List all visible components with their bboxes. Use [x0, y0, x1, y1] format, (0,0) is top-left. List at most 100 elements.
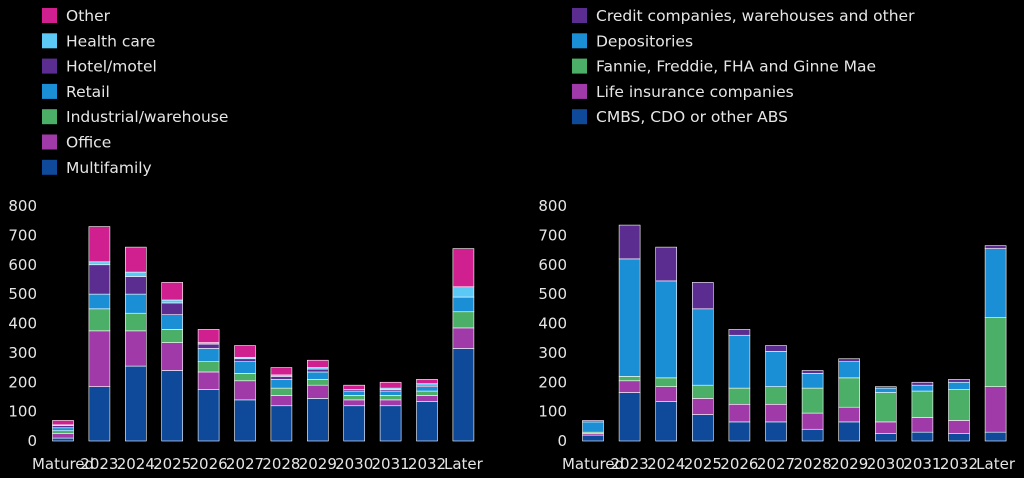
- bar-depositories-2025: [691, 308, 714, 386]
- bar-credit-companies-warehouses-and-other-2032: [948, 379, 970, 383]
- chart-left: 0 100 200 300 400 500 600 700 800 Matured20232024…: [8, 7, 483, 473]
- bar-fannie-freddie-fha-and-ginne-mae-2032: [948, 389, 970, 421]
- bar-retail-2025: [161, 314, 183, 330]
- y-tick-label: 0: [557, 432, 567, 450]
- bar-hotel-motel-2025: [161, 302, 183, 315]
- bar-other-2026: [197, 329, 220, 343]
- bar-credit-companies-warehouses-and-other-2027: [765, 345, 787, 352]
- bar-multifamily-2031: [379, 405, 402, 442]
- legend-label-cmbs-cdo-or-other-abs: CMBS, CDO or other ABS: [596, 108, 788, 126]
- bar-credit-companies-warehouses-and-other-2023: [618, 224, 641, 260]
- y-tick-label: 800: [538, 197, 567, 215]
- bar-industrial-warehouse-2026: [197, 361, 220, 373]
- bar-health-care-2024: [125, 271, 147, 277]
- bar-depositories-2027: [765, 351, 787, 387]
- y-tick-label: 400: [538, 315, 567, 333]
- legend-swatch-other: [42, 8, 57, 23]
- x-tick-label: 2025: [153, 455, 191, 473]
- bar-credit-companies-warehouses-and-other-later: [984, 245, 1007, 249]
- bar-other-2023: [88, 226, 111, 263]
- bar-retail-later: [452, 296, 475, 313]
- bar-cmbs-cdo-or-other-abs-2025: [691, 414, 714, 442]
- bar-multifamily-2032: [416, 401, 438, 442]
- x-tick-label: 2028: [262, 455, 300, 473]
- bar-industrial-warehouse-2024: [125, 312, 147, 332]
- bar-multifamily-2028: [270, 405, 293, 442]
- bar-other-2025: [161, 282, 183, 301]
- y-tick-label: 700: [538, 226, 567, 244]
- bar-other-2024: [125, 246, 147, 273]
- bar-retail-2028: [270, 379, 293, 389]
- bar-industrial-warehouse-matured: [52, 430, 74, 434]
- bar-depositories-2023: [618, 258, 641, 377]
- x-tick-label: 2031: [372, 455, 410, 473]
- bar-other-2032: [416, 379, 438, 385]
- bar-office-2027: [234, 380, 256, 401]
- y-tick-label: 100: [538, 403, 567, 421]
- y-tick-label: 0: [27, 432, 37, 450]
- bar-other-2030: [343, 384, 366, 390]
- bar-credit-companies-warehouses-and-other-matured: [582, 420, 604, 423]
- x-tick-label: 2027: [226, 455, 264, 473]
- x-tick-label: 2024: [647, 455, 685, 473]
- y-tick-label: 800: [8, 197, 37, 215]
- bar-hotel-motel-2023: [88, 264, 111, 295]
- legend-swatch-depositories: [572, 33, 587, 49]
- bar-health-care-2023: [88, 261, 111, 266]
- legend-label-life-insurance-companies: Life insurance companies: [596, 83, 794, 101]
- bar-other-matured: [52, 420, 74, 426]
- bar-multifamily-2023: [88, 386, 111, 442]
- legend-swatch-hotel-motel: [42, 58, 57, 74]
- bar-credit-companies-warehouses-and-other-2028: [801, 370, 824, 374]
- bar-credit-companies-warehouses-and-other-2031: [911, 381, 934, 386]
- legend-swatch-office: [42, 134, 57, 150]
- bar-cmbs-cdo-or-other-abs-later: [984, 431, 1007, 442]
- bar-retail-2023: [88, 293, 111, 310]
- legend-label-other: Other: [66, 7, 111, 25]
- y-tick-label: 100: [8, 403, 37, 421]
- bar-fannie-freddie-fha-and-ginne-mae-2028: [801, 387, 824, 414]
- bar-retail-2029: [306, 371, 329, 380]
- x-tick-label: 2029: [830, 455, 868, 473]
- bar-retail-2026: [197, 348, 220, 362]
- bar-office-2023: [88, 330, 111, 387]
- x-tick-label: 2025: [684, 455, 722, 473]
- bar-cmbs-cdo-or-other-abs-2026: [728, 421, 751, 442]
- bar-other-2031: [379, 381, 402, 389]
- x-tick-label: Later: [444, 455, 484, 473]
- legend-label-office: Office: [66, 134, 111, 152]
- y-tick-label: 500: [538, 285, 567, 303]
- bar-other-2029: [306, 359, 329, 368]
- x-tick-label: 2030: [335, 455, 373, 473]
- bar-multifamily-matured: [52, 437, 74, 442]
- bar-life-insurance-companies-2030: [874, 421, 897, 434]
- bar-other-2028: [270, 367, 293, 376]
- legend-label-health-care: Health care: [66, 32, 155, 50]
- bar-industrial-warehouse-2027: [234, 373, 256, 382]
- bar-office-2030: [343, 399, 366, 407]
- bar-depositories-2029: [838, 361, 861, 379]
- y-tick-label: 600: [538, 256, 567, 274]
- x-tick-label: 2030: [867, 455, 905, 473]
- y-tick-label: 300: [538, 344, 567, 362]
- bar-office-later: [452, 327, 475, 349]
- x-tick-label: Matured: [32, 455, 94, 473]
- bar-retail-2024: [125, 293, 147, 314]
- bar-fannie-freddie-fha-and-ginne-mae-2029: [838, 377, 861, 408]
- bar-retail-2031: [379, 390, 402, 396]
- bar-life-insurance-companies-2023: [618, 380, 641, 393]
- bar-other-2027: [234, 345, 256, 358]
- bar-other-later: [452, 248, 475, 288]
- legend-swatch-credit-companies-warehouses-and-other: [572, 8, 587, 23]
- bar-cmbs-cdo-or-other-abs-2023: [618, 392, 641, 442]
- bar-life-insurance-companies-2026: [728, 403, 751, 423]
- bar-office-2028: [270, 395, 293, 407]
- bar-multifamily-2024: [125, 365, 147, 442]
- x-tick-label: 2029: [299, 455, 337, 473]
- bar-fannie-freddie-fha-and-ginne-mae-2023: [618, 376, 641, 382]
- bar-multifamily-2026: [197, 389, 220, 442]
- x-tick-label: 2028: [794, 455, 832, 473]
- y-tick-label: 200: [8, 373, 37, 391]
- y-tick-label: 300: [8, 344, 37, 362]
- bar-industrial-warehouse-2025: [161, 329, 183, 343]
